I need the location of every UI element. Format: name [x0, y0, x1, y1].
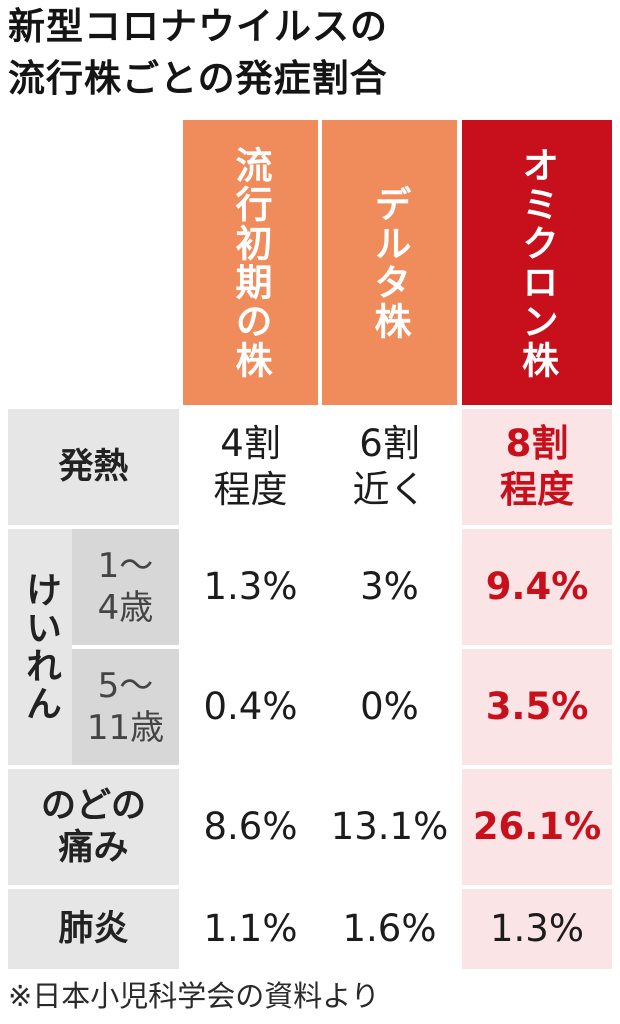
cell-value: 1.1%: [203, 906, 298, 950]
cell-value: 3%: [360, 564, 419, 608]
column-header-original-strain: 流行初期の株: [183, 120, 318, 405]
title-line-2: 流行株ごとの発症割合: [8, 57, 388, 100]
row-label-text: 肺炎: [58, 909, 129, 949]
cell-sore-throat-original: 8.6%: [183, 769, 318, 885]
cell-seizure-5-11-original: 0.4%: [183, 649, 318, 765]
row-label-fever: 発熱: [8, 409, 179, 525]
cell-seizure-1-4-omicron: 9.4%: [462, 529, 612, 645]
cell-value: 8割 程度: [500, 421, 574, 511]
row-label-sore-throat: のどの 痛み: [8, 769, 179, 885]
cell-sore-throat-omicron: 26.1%: [462, 769, 612, 885]
cell-value: 0%: [360, 684, 419, 728]
cell-pneumonia-delta: 1.6%: [322, 889, 457, 969]
cell-value: 3.5%: [485, 684, 589, 728]
column-header-omicron: オミクロン株: [462, 120, 612, 405]
cell-seizure-5-11-delta: 0%: [322, 649, 457, 765]
row-label-text: けいれん: [20, 571, 61, 723]
column-header-label: オミクロン株: [515, 145, 559, 380]
age-group-label: 5〜 11歳: [86, 665, 165, 749]
cell-seizure-5-11-omicron: 3.5%: [462, 649, 612, 765]
cell-value: 1.3%: [203, 564, 298, 608]
row-label-pneumonia: 肺炎: [8, 889, 179, 969]
row-label-text: のどの 痛み: [40, 786, 146, 868]
row-label-seizure: けいれん: [8, 529, 72, 765]
age-group-label: 1〜 4歳: [97, 545, 154, 629]
cell-fever-omicron: 8割 程度: [462, 409, 612, 525]
cell-seizure-1-4-delta: 3%: [322, 529, 457, 645]
cell-value: 9.4%: [485, 564, 589, 608]
cell-value: 26.1%: [472, 804, 602, 848]
cell-fever-original: 4割 程度: [183, 409, 318, 525]
title-line-1: 新型コロナウイルスの: [8, 5, 388, 48]
source-note: ※日本小児科学会の資料より: [8, 979, 380, 1013]
cell-pneumonia-omicron: 1.3%: [462, 889, 612, 969]
column-header-label: 流行初期の株: [229, 145, 272, 380]
column-header-label: デルタ株: [368, 184, 411, 341]
cell-fever-delta: 6割 近く: [322, 409, 457, 525]
row-label-text: 発熱: [58, 447, 129, 487]
cell-seizure-1-4-original: 1.3%: [183, 529, 318, 645]
cell-value: 4割 程度: [213, 421, 288, 511]
column-header-delta: デルタ株: [322, 120, 457, 405]
cell-value: 1.3%: [490, 906, 584, 950]
cell-pneumonia-original: 1.1%: [183, 889, 318, 969]
cell-value: 8.6%: [203, 804, 298, 848]
cell-value: 1.6%: [342, 906, 437, 950]
sub-label-age-1-4: 1〜 4歳: [72, 529, 179, 645]
cell-value: 13.1%: [330, 804, 449, 848]
cell-value: 0.4%: [203, 684, 298, 728]
sub-label-age-5-11: 5〜 11歳: [72, 649, 179, 765]
cell-value: 6割 近く: [352, 421, 427, 511]
cell-sore-throat-delta: 13.1%: [322, 769, 457, 885]
